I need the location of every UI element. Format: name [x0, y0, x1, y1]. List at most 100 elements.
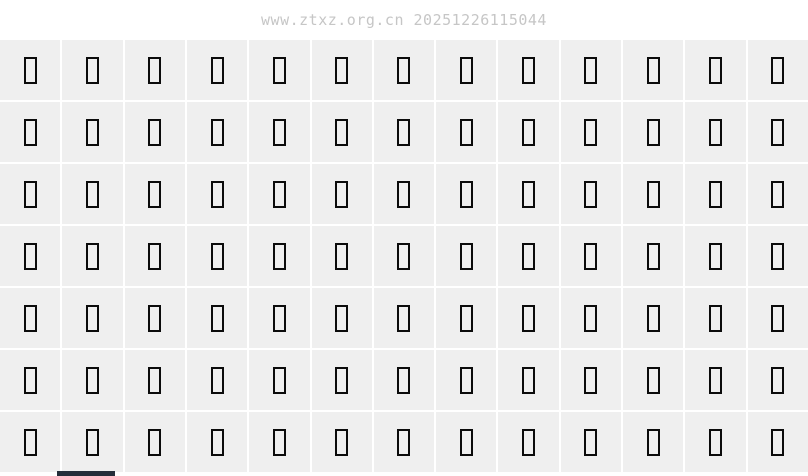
glyph-cell	[0, 412, 61, 472]
glyph-cell	[62, 226, 123, 286]
glyph-cell	[186, 350, 248, 410]
missing-glyph-box-icon	[335, 118, 349, 146]
missing-glyph-box-icon	[272, 180, 286, 208]
glyph-cell	[623, 102, 684, 162]
missing-glyph-box-icon	[459, 428, 473, 456]
missing-glyph-box-icon	[709, 118, 723, 146]
missing-glyph-box-icon	[397, 304, 411, 332]
glyph-cell	[747, 288, 808, 348]
missing-glyph-box-icon	[272, 366, 286, 394]
glyph-cell	[124, 164, 185, 224]
missing-glyph-box-icon	[85, 304, 99, 332]
horizontal-scrollbar-thumb[interactable]	[57, 471, 115, 476]
missing-glyph-box-icon	[23, 118, 37, 146]
missing-glyph-box-icon	[459, 180, 473, 208]
missing-glyph-box-icon	[771, 242, 785, 270]
glyph-cell	[498, 412, 559, 472]
missing-glyph-box-icon	[335, 428, 349, 456]
glyph-cell	[62, 102, 123, 162]
missing-glyph-box-icon	[522, 428, 536, 456]
glyph-cell	[124, 350, 185, 410]
glyph-cell	[249, 226, 310, 286]
glyph-cell	[623, 226, 684, 286]
missing-glyph-box-icon	[646, 366, 660, 394]
glyph-cell	[311, 412, 372, 472]
glyph-cell	[311, 226, 372, 286]
missing-glyph-box-icon	[459, 242, 473, 270]
missing-glyph-box-icon	[23, 366, 37, 394]
missing-glyph-box-icon	[85, 180, 99, 208]
missing-glyph-box-icon	[709, 56, 723, 84]
missing-glyph-box-icon	[148, 242, 162, 270]
glyph-cell	[747, 412, 808, 472]
watermark-bar: www.ztxz.org.cn 20251226115044	[0, 0, 808, 40]
missing-glyph-box-icon	[522, 180, 536, 208]
missing-glyph-box-icon	[584, 118, 598, 146]
glyph-cell	[685, 412, 746, 472]
missing-glyph-box-icon	[23, 180, 37, 208]
watermark-text: www.ztxz.org.cn 20251226115044	[261, 11, 547, 29]
missing-glyph-box-icon	[85, 428, 99, 456]
missing-glyph-box-icon	[584, 56, 598, 84]
glyph-cell	[498, 350, 559, 410]
glyph-cell	[124, 102, 185, 162]
missing-glyph-box-icon	[771, 304, 785, 332]
glyph-cell	[623, 350, 684, 410]
glyph-cell	[373, 412, 435, 472]
glyph-cell	[560, 40, 622, 100]
glyph-grid	[0, 40, 808, 472]
missing-glyph-box-icon	[397, 56, 411, 84]
missing-glyph-box-icon	[397, 428, 411, 456]
missing-glyph-box-icon	[397, 242, 411, 270]
glyph-cell	[249, 288, 310, 348]
missing-glyph-box-icon	[272, 304, 286, 332]
missing-glyph-box-icon	[771, 118, 785, 146]
glyph-cell	[498, 102, 559, 162]
missing-glyph-box-icon	[148, 118, 162, 146]
glyph-cell	[311, 164, 372, 224]
glyph-cell	[311, 40, 372, 100]
missing-glyph-box-icon	[335, 56, 349, 84]
missing-glyph-box-icon	[85, 242, 99, 270]
missing-glyph-box-icon	[210, 242, 224, 270]
glyph-cell	[249, 350, 310, 410]
glyph-cell	[62, 350, 123, 410]
glyph-cell	[623, 164, 684, 224]
missing-glyph-box-icon	[584, 180, 598, 208]
glyph-cell	[186, 226, 248, 286]
missing-glyph-box-icon	[709, 242, 723, 270]
glyph-cell	[373, 102, 435, 162]
glyph-cell	[747, 40, 808, 100]
missing-glyph-box-icon	[646, 304, 660, 332]
glyph-cell	[186, 164, 248, 224]
missing-glyph-box-icon	[397, 366, 411, 394]
glyph-cell	[124, 412, 185, 472]
missing-glyph-box-icon	[335, 180, 349, 208]
missing-glyph-box-icon	[23, 242, 37, 270]
missing-glyph-box-icon	[522, 366, 536, 394]
missing-glyph-box-icon	[584, 242, 598, 270]
glyph-cell	[186, 412, 248, 472]
missing-glyph-box-icon	[459, 366, 473, 394]
missing-glyph-box-icon	[709, 366, 723, 394]
missing-glyph-box-icon	[23, 56, 37, 84]
glyph-cell	[436, 350, 497, 410]
glyph-cell	[436, 288, 497, 348]
missing-glyph-box-icon	[148, 428, 162, 456]
missing-glyph-box-icon	[584, 428, 598, 456]
glyph-cell	[0, 226, 61, 286]
glyph-cell	[0, 40, 61, 100]
glyph-cell	[311, 102, 372, 162]
glyph-cell	[62, 40, 123, 100]
glyph-cell	[249, 164, 310, 224]
glyph-cell	[560, 412, 622, 472]
glyph-cell	[747, 164, 808, 224]
missing-glyph-box-icon	[210, 366, 224, 394]
missing-glyph-box-icon	[272, 118, 286, 146]
glyph-cell	[560, 288, 622, 348]
missing-glyph-box-icon	[584, 304, 598, 332]
missing-glyph-box-icon	[210, 304, 224, 332]
missing-glyph-box-icon	[148, 304, 162, 332]
glyph-cell	[623, 288, 684, 348]
